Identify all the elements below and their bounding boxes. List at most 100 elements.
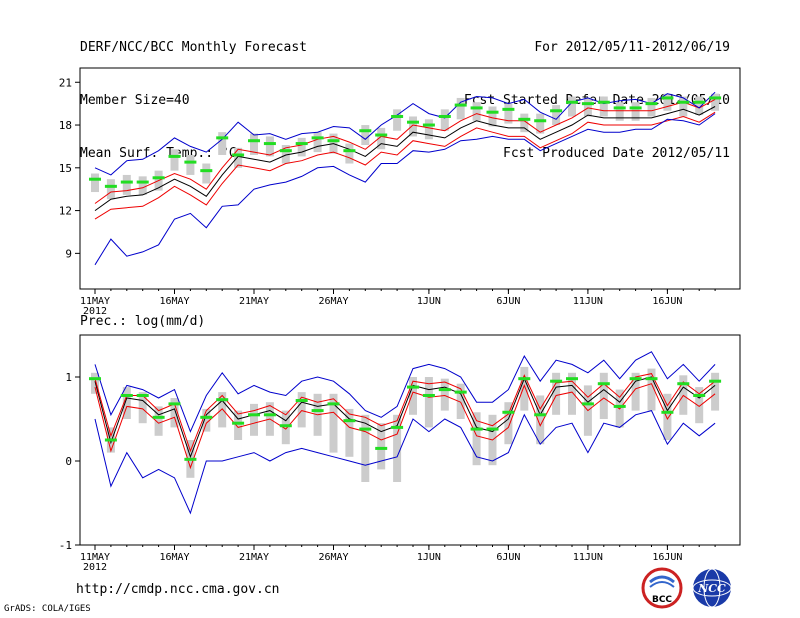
source-url[interactable]: http://cmdp.ncc.cma.gov.cn xyxy=(76,582,280,597)
spread-bar xyxy=(361,414,370,482)
spread-bar xyxy=(456,383,465,419)
spread-bar xyxy=(186,154,195,175)
median-marker xyxy=(661,410,674,414)
spread-bar xyxy=(615,102,624,121)
spread-bar xyxy=(234,147,243,168)
spread-bar xyxy=(552,105,561,126)
median-marker xyxy=(89,377,101,381)
median-marker xyxy=(629,106,642,110)
median-marker xyxy=(518,117,531,121)
y-tick-label: 12 xyxy=(59,205,72,218)
median-marker xyxy=(184,160,197,164)
member-size: Member Size=40 xyxy=(80,93,190,108)
lower-red-line xyxy=(94,111,716,220)
y-tick-label: 18 xyxy=(59,119,72,132)
median-marker xyxy=(438,114,451,118)
x-tick-label: 16JUN xyxy=(652,296,682,307)
temperature-chart: 9 12 15 18 21 11MAY 16MAY 21MAY 26MAY 1JUN 6JUN 11J… xyxy=(59,67,741,317)
x-tick-label: 11MAY xyxy=(80,552,110,563)
median-marker xyxy=(693,100,706,104)
median-marker xyxy=(518,377,531,381)
median-marker xyxy=(200,415,213,419)
x-tick-label: 11JUN xyxy=(573,552,603,563)
spread-bar xyxy=(250,133,258,155)
median-marker xyxy=(327,402,340,406)
spread-bar xyxy=(377,127,386,150)
spread-bar xyxy=(679,96,688,117)
median-marker xyxy=(295,399,308,403)
median-marker xyxy=(263,413,276,417)
spread-bar xyxy=(504,402,513,445)
median-marker xyxy=(216,136,229,140)
median-marker xyxy=(168,154,181,158)
upper-red-line xyxy=(94,98,716,204)
ensemble-mean-line xyxy=(94,106,716,212)
x-year-label: 2012 xyxy=(83,562,107,573)
spread-bar xyxy=(218,392,227,428)
spread-bar xyxy=(138,392,147,424)
median-marker xyxy=(661,96,674,100)
spread-bar xyxy=(711,372,720,411)
median-marker xyxy=(311,136,324,140)
spread-bar xyxy=(568,96,576,117)
median-marker xyxy=(359,129,372,133)
spread-bar xyxy=(711,93,720,111)
median-marker xyxy=(359,427,372,431)
median-marker xyxy=(693,393,706,397)
x-tick-label: 26MAY xyxy=(318,552,348,563)
spread-bar xyxy=(647,97,656,117)
spread-bar xyxy=(536,113,545,134)
min-blue-line xyxy=(94,410,716,515)
median-marker xyxy=(184,457,197,461)
median-marker xyxy=(502,107,515,111)
median-marker xyxy=(422,123,435,127)
median-marker xyxy=(391,425,404,429)
x-tick-label: 6JUN xyxy=(496,552,520,563)
median-marker xyxy=(104,438,117,442)
plot-frame xyxy=(79,67,741,290)
forecast-range: For 2012/05/11-2012/06/19 xyxy=(534,40,730,55)
median-marker xyxy=(248,139,260,143)
median-marker xyxy=(136,393,149,397)
spread-bar xyxy=(424,119,433,140)
spread-bar xyxy=(456,97,465,120)
median-marker xyxy=(613,106,626,110)
x-tick-label: 21MAY xyxy=(239,296,269,307)
median-marker xyxy=(502,410,515,414)
spread-bar xyxy=(297,137,306,157)
spread-bar xyxy=(631,102,640,121)
ensemble-mean-line xyxy=(94,376,716,459)
spread-bar xyxy=(552,372,561,415)
median-marker xyxy=(375,446,388,450)
median-marker xyxy=(534,119,547,123)
spread-bar xyxy=(265,136,274,157)
median-marker xyxy=(232,421,245,425)
median-marker xyxy=(470,106,483,110)
forecast-title: DERF/NCC/BCC Monthly Forecast xyxy=(80,40,307,55)
bcc-logo: BCC xyxy=(641,567,683,609)
spread-bar xyxy=(218,132,227,155)
x-tick-label: 1JUN xyxy=(417,296,441,307)
median-marker xyxy=(566,100,578,104)
median-marker xyxy=(248,413,260,417)
median-marker xyxy=(391,114,404,118)
spread-bar xyxy=(202,163,211,184)
median-marker xyxy=(709,96,722,100)
median-marker xyxy=(104,184,117,188)
spread-bar xyxy=(170,149,179,171)
x-tick-label: 11MAY xyxy=(80,296,110,307)
ncc-logo-text: NCC xyxy=(697,582,726,595)
median-marker xyxy=(216,398,229,402)
precipitation-chart: -1 0 1 11MAY 16MAY 21MAY 26MAY 1JUN 6JUN 11JUN 16J… xyxy=(59,314,741,573)
fcst-produced-date: Fcst Produced Date 2012/05/11 xyxy=(503,146,730,161)
spread-bar xyxy=(488,106,497,127)
median-marker xyxy=(550,379,563,383)
spread-bar xyxy=(91,173,99,193)
spread-bar xyxy=(297,392,306,428)
median-marker xyxy=(311,409,324,413)
x-tick-label: 16JUN xyxy=(652,552,682,563)
spread-bar xyxy=(250,403,258,436)
spread-bar xyxy=(663,93,672,111)
median-marker xyxy=(279,424,292,428)
median-marker xyxy=(89,177,101,181)
